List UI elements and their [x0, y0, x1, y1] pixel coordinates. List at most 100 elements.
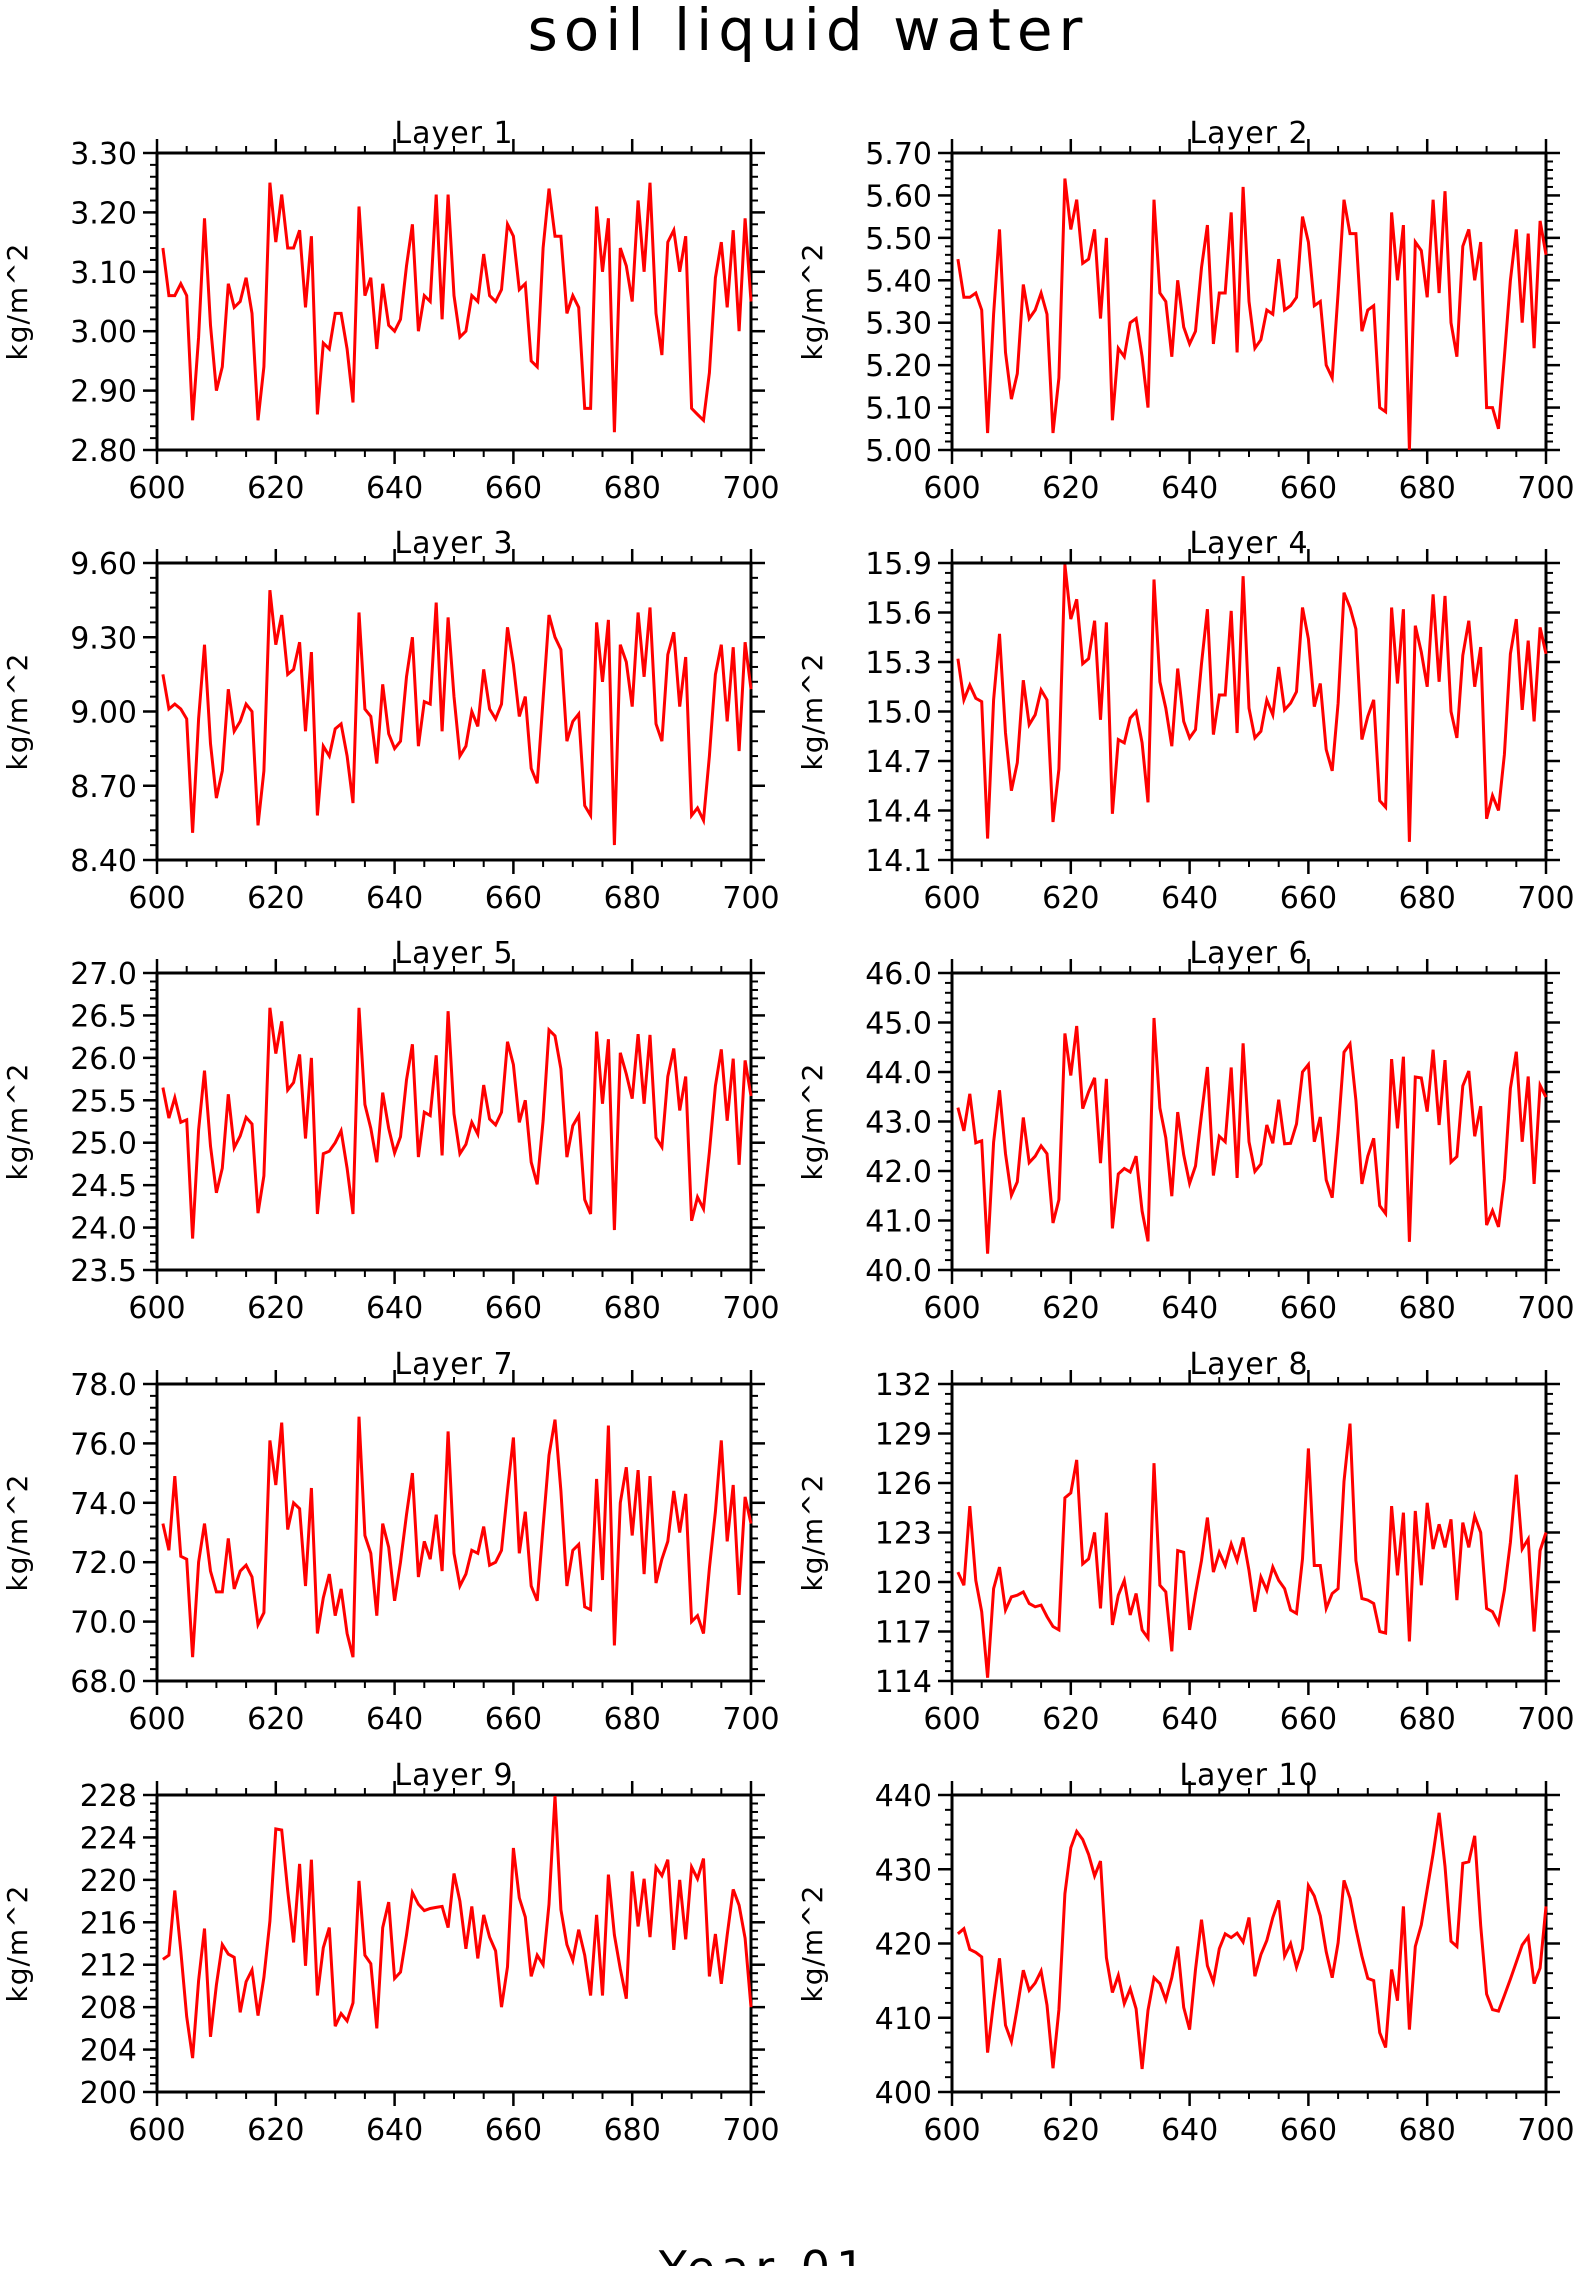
layer-10-xtick-label: 620 [1042, 2113, 1099, 2148]
layer-2-ylabel: kg/m^2 [796, 243, 829, 361]
layer-6-xtick-label: 600 [923, 1291, 980, 1326]
layer-5-xtick-label: 680 [604, 1291, 661, 1326]
layer-4-ytick-label: 15.6 [865, 597, 932, 632]
layer-8-xtick-label: 660 [1280, 1702, 1337, 1737]
layer-8-xtick-label: 700 [1517, 1702, 1574, 1737]
layer-10-ytick-label: 410 [875, 2002, 932, 2037]
layer-1-xtick-label: 680 [604, 471, 661, 506]
layer-5-xtick-label: 660 [485, 1291, 542, 1326]
layer-10-xtick-label: 640 [1161, 2113, 1218, 2148]
layer-6-ytick-label: 40.0 [865, 1254, 932, 1289]
layer-9-series-line [162, 1796, 753, 2059]
layer-2-xtick-label: 640 [1161, 471, 1218, 506]
layer-2-ytick-label: 5.10 [865, 392, 932, 427]
layer-5-ytick-label: 23.5 [70, 1254, 137, 1289]
layer-2-xtick-label: 660 [1280, 471, 1337, 506]
layer-5-xtick-label: 640 [366, 1291, 423, 1326]
layer-7-xtick-label: 620 [247, 1702, 304, 1737]
layer-5-ylabel: kg/m^2 [1, 1063, 34, 1181]
layer-10-xtick-label: 700 [1517, 2113, 1574, 2148]
layer-8-ytick-label: 120 [875, 1566, 932, 1601]
layer-7-series-line [161, 1416, 753, 1658]
layer-7-ytick-label: 68.0 [70, 1665, 137, 1700]
layer-10-xtick-label: 660 [1280, 2113, 1337, 2148]
layer-4-ytick-label: 15.9 [865, 547, 932, 582]
layer-6-panel: Layer 6 kg/m^2 40.0 41.0 42.0 43.0 44.0 45.0 46.… [796, 936, 1575, 1326]
layer-2-ytick-label: 5.60 [865, 179, 932, 214]
layer-5-panel: Layer 5 kg/m^2 23.5 24.0 24.5 25.0 25.5 26.0 26.… [1, 936, 780, 1326]
layer-7-panel: Layer 7 kg/m^2 68.0 70.0 72.0 74.0 76.0 78.0 600… [1, 1347, 780, 1737]
layer-3-ytick-label: 8.70 [70, 770, 137, 805]
layer-1-title: Layer 1 [394, 116, 513, 151]
layer-6-ytick-label: 41.0 [865, 1205, 932, 1240]
layer-4-ytick-label: 15.3 [865, 646, 932, 681]
layer-4-xtick-label: 600 [923, 881, 980, 916]
layer-9-xtick-label: 600 [128, 2113, 185, 2148]
layer-8-ytick-label: 129 [875, 1418, 932, 1453]
layer-5-series-line [161, 1007, 753, 1239]
layer-7-title: Layer 7 [394, 1347, 513, 1382]
layer-4-ytick-label: 14.4 [865, 795, 932, 830]
layer-3-ytick-label: 9.00 [70, 696, 137, 731]
layer-9-ylabel: kg/m^2 [1, 1885, 34, 2003]
layer-5-ytick-label: 25.0 [70, 1127, 137, 1162]
layer-10-panel: Layer 10 kg/m^2 400 410 420 430 440 600 620 640 66… [796, 1758, 1575, 2148]
layer-6-title: Layer 6 [1189, 936, 1308, 971]
layer-3-xtick-label: 700 [722, 881, 779, 916]
layer-1-ylabel: kg/m^2 [1, 243, 34, 361]
layer-3-xtick-label: 600 [128, 881, 185, 916]
layer-2-ytick-label: 5.00 [865, 434, 932, 469]
layer-1-panel: Layer 1 kg/m^2 2.80 2.90 3.00 3.10 3.20 3.30 600… [1, 116, 780, 506]
layer-1-xtick-label: 700 [722, 471, 779, 506]
layer-4-xtick-label: 620 [1042, 881, 1099, 916]
layer-6-ytick-label: 43.0 [865, 1106, 932, 1141]
layer-9-xtick-label: 660 [485, 2113, 542, 2148]
layer-6-ytick-label: 46.0 [865, 957, 932, 992]
layer-6-ytick-label: 45.0 [865, 1007, 932, 1042]
layer-7-xtick-label: 640 [366, 1702, 423, 1737]
layer-4-xtick-label: 640 [1161, 881, 1218, 916]
layer-9-ytick-label: 228 [80, 1779, 137, 1814]
layer-4-xtick-label: 700 [1517, 881, 1574, 916]
layer-2-panel: Layer 2 kg/m^2 5.00 5.10 5.20 5.30 5.40 5.50 5.6… [796, 116, 1575, 506]
layer-9-xtick-label: 700 [722, 2113, 779, 2148]
layer-5-ytick-label: 26.5 [70, 999, 137, 1034]
layer-2-ytick-label: 5.20 [865, 349, 932, 384]
layer-5-ytick-label: 24.5 [70, 1169, 137, 1204]
layer-8-panel: Layer 8 kg/m^2 114 117 120 123 126 129 132 600 620… [796, 1347, 1575, 1737]
layer-3-title: Layer 3 [394, 526, 513, 561]
layer-8-ylabel: kg/m^2 [796, 1474, 829, 1592]
layer-5-xtick-label: 620 [247, 1291, 304, 1326]
layer-3-ytick-label: 9.30 [70, 621, 137, 656]
layer-8-xtick-label: 680 [1399, 1702, 1456, 1737]
layer-1-xtick-label: 620 [247, 471, 304, 506]
layer-9-xtick-label: 620 [247, 2113, 304, 2148]
panels-group: Layer 1 kg/m^2 2.80 2.90 3.00 3.10 3.20 3.30 600… [1, 116, 1575, 2148]
layer-2-ytick-label: 5.30 [865, 307, 932, 342]
layer-7-xtick-label: 700 [722, 1702, 779, 1737]
layer-6-xtick-label: 680 [1399, 1291, 1456, 1326]
layer-7-ytick-label: 78.0 [70, 1368, 137, 1403]
layer-8-xtick-label: 600 [923, 1702, 980, 1737]
layer-4-ylabel: kg/m^2 [796, 653, 829, 771]
layer-10-ytick-label: 400 [875, 2076, 932, 2111]
layer-9-ytick-label: 212 [80, 1949, 137, 1984]
layer-10-title: Layer 10 [1179, 1758, 1318, 1793]
layer-3-panel: Layer 3 kg/m^2 8.40 8.70 9.00 9.30 9.60 600 620 6… [1, 526, 780, 916]
layer-1-series-line [161, 182, 753, 433]
layer-8-ytick-label: 117 [875, 1616, 932, 1651]
layer-1-ytick-label: 2.90 [70, 375, 137, 410]
layer-4-series-line [956, 564, 1548, 842]
layer-4-ytick-label: 14.1 [865, 844, 932, 879]
layer-4-panel: Layer 4 kg/m^2 14.1 14.4 14.7 15.0 15.3 15.6 15.… [796, 526, 1575, 916]
figure-title: soil liquid water [528, 0, 1089, 64]
layer-6-ylabel: kg/m^2 [796, 1063, 829, 1181]
layer-9-xtick-label: 680 [604, 2113, 661, 2148]
layer-4-xtick-label: 680 [1399, 881, 1456, 916]
layer-10-ylabel: kg/m^2 [796, 1885, 829, 2003]
layer-2-ytick-label: 5.40 [865, 264, 932, 299]
layer-1-xtick-label: 660 [485, 471, 542, 506]
layer-2-xtick-label: 680 [1399, 471, 1456, 506]
layer-5-ytick-label: 25.5 [70, 1084, 137, 1119]
layer-8-xtick-label: 620 [1042, 1702, 1099, 1737]
